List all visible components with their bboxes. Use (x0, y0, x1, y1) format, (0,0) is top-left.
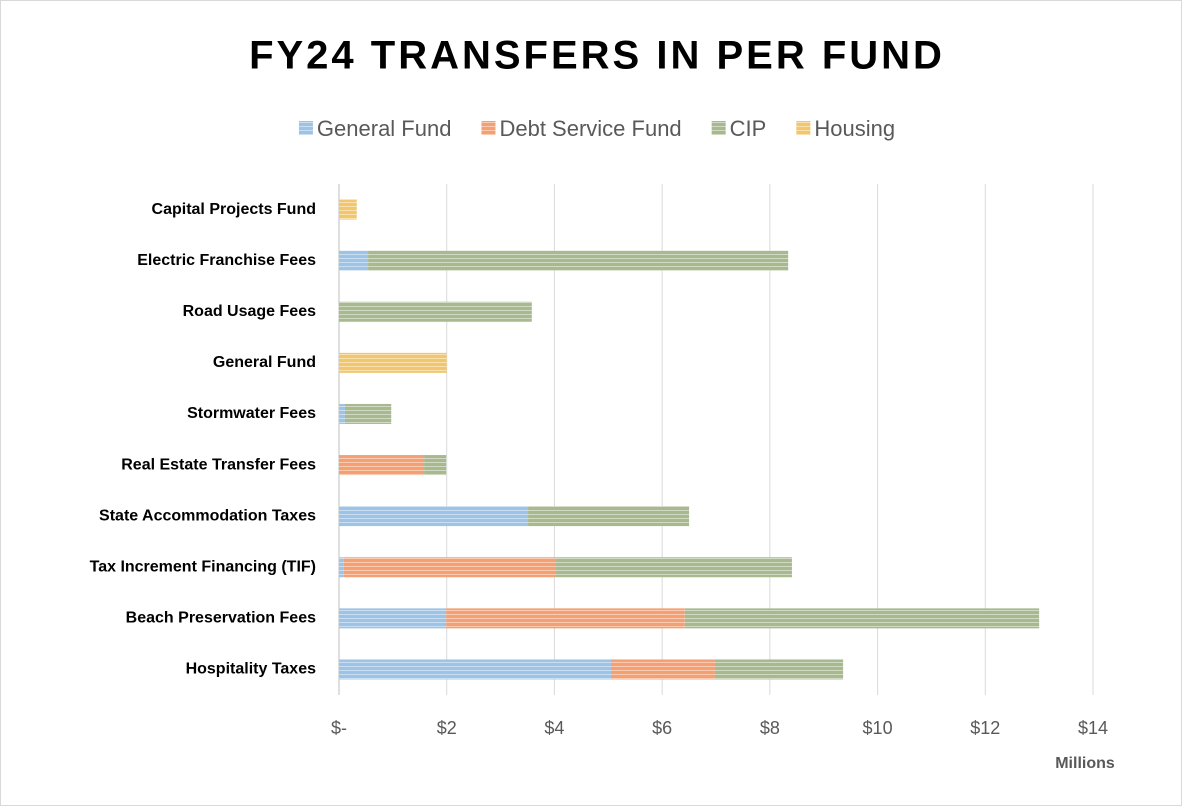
bar-segment (339, 199, 357, 220)
bar-segment (528, 506, 690, 527)
bar-segment (339, 301, 532, 322)
x-tick-label: $2 (437, 718, 457, 738)
bar-segment (556, 557, 792, 578)
bar-segment (339, 352, 447, 373)
bar-segment (343, 557, 557, 578)
y-tick-label: Tax Increment Financing (TIF) (90, 558, 316, 575)
bar-segment (339, 403, 345, 424)
bar-segment (339, 557, 344, 578)
x-tick-label: $8 (760, 718, 780, 738)
legend-label: Housing (814, 116, 895, 141)
x-tick-label: $12 (970, 718, 1000, 738)
bar-segment (339, 608, 447, 629)
legend-swatch (298, 121, 313, 135)
y-tick-label: Stormwater Fees (187, 405, 316, 422)
y-tick-label: State Accommodation Taxes (99, 507, 316, 524)
x-axis-label: Millions (1055, 755, 1115, 772)
bar-segment (446, 608, 685, 629)
x-tick-label: $6 (652, 718, 672, 738)
x-tick-label: $4 (544, 718, 564, 738)
y-tick-label: General Fund (213, 354, 316, 371)
bar-segment (368, 250, 789, 271)
legend-swatch (481, 121, 496, 135)
bar-segment (339, 455, 425, 476)
y-tick-label: Real Estate Transfer Fees (121, 456, 316, 473)
bar-segment (714, 659, 844, 680)
y-tick-label: Capital Projects Fund (152, 201, 316, 218)
bar-segment (339, 250, 369, 271)
y-tick-label: Road Usage Fees (183, 303, 316, 320)
legend: General Fund Debt Service Fund CIP Housing (298, 116, 895, 141)
y-tick-label: Beach Preservation Fees (126, 610, 316, 627)
legend-label: CIP (730, 116, 767, 141)
legend-label: Debt Service Fund (499, 116, 681, 141)
legend-label: General Fund (317, 116, 452, 141)
bar-segment (610, 659, 715, 680)
y-tick-label: Electric Franchise Fees (137, 252, 316, 269)
legend-swatch (796, 121, 811, 135)
y-tick-label: Hospitality Taxes (186, 661, 317, 678)
bar-segment (339, 659, 611, 680)
bar-segment (424, 455, 447, 476)
chart-title: FY24 TRANSFERS IN PER FUND (249, 34, 945, 78)
x-tick-label: $- (331, 718, 347, 738)
bar-segment (339, 506, 529, 527)
x-tick-label: $10 (863, 718, 893, 738)
legend-swatch (711, 121, 726, 135)
bar-segment (344, 403, 392, 424)
bar-segment (684, 608, 1040, 629)
x-tick-label: $14 (1078, 718, 1108, 738)
